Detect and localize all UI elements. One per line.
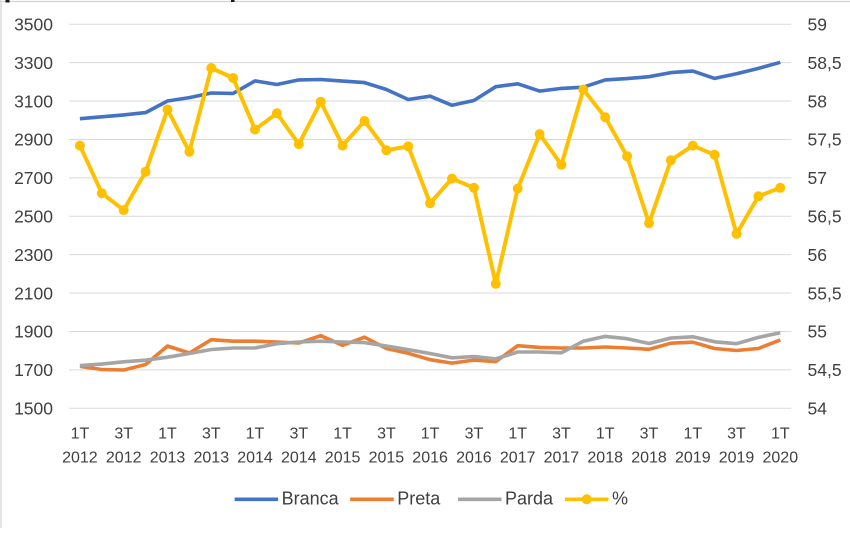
svg-text:2018: 2018 bbox=[587, 449, 623, 466]
svg-text:1T: 1T bbox=[508, 426, 527, 443]
svg-text:2020: 2020 bbox=[763, 449, 799, 466]
svg-text:%: % bbox=[612, 489, 628, 509]
svg-text:3100: 3100 bbox=[14, 91, 53, 111]
svg-text:2500: 2500 bbox=[14, 206, 53, 226]
svg-text:2100: 2100 bbox=[14, 283, 53, 303]
svg-text:59: 59 bbox=[808, 14, 827, 34]
svg-text:57,5: 57,5 bbox=[808, 130, 842, 150]
svg-text:57: 57 bbox=[808, 168, 827, 188]
svg-text:54,5: 54,5 bbox=[808, 360, 842, 380]
svg-text:2016: 2016 bbox=[456, 449, 492, 466]
svg-text:2017: 2017 bbox=[544, 449, 580, 466]
svg-text:55: 55 bbox=[808, 322, 827, 342]
svg-text:2017: 2017 bbox=[500, 449, 536, 466]
svg-text:3T: 3T bbox=[640, 426, 659, 443]
svg-text:2014: 2014 bbox=[237, 449, 273, 466]
svg-text:3300: 3300 bbox=[14, 53, 53, 73]
svg-text:54: 54 bbox=[808, 398, 828, 418]
svg-text:2015: 2015 bbox=[369, 449, 405, 466]
svg-text:1T: 1T bbox=[421, 426, 440, 443]
svg-text:1900: 1900 bbox=[14, 322, 53, 342]
svg-text:2012: 2012 bbox=[106, 449, 142, 466]
svg-text:1700: 1700 bbox=[14, 360, 53, 380]
svg-text:58,5: 58,5 bbox=[808, 53, 842, 73]
svg-text:3T: 3T bbox=[727, 426, 746, 443]
svg-text:2014: 2014 bbox=[281, 449, 317, 466]
svg-text:2019: 2019 bbox=[719, 449, 755, 466]
svg-text:2016: 2016 bbox=[412, 449, 448, 466]
svg-text:2012: 2012 bbox=[62, 449, 98, 466]
svg-text:1500: 1500 bbox=[14, 398, 53, 418]
svg-text:2018: 2018 bbox=[631, 449, 667, 466]
svg-text:2019: 2019 bbox=[675, 449, 711, 466]
svg-text:1T: 1T bbox=[596, 426, 615, 443]
svg-text:3T: 3T bbox=[202, 426, 221, 443]
svg-text:3T: 3T bbox=[552, 426, 571, 443]
svg-text:1T: 1T bbox=[71, 426, 90, 443]
svg-text:3T: 3T bbox=[465, 426, 484, 443]
svg-text:1T: 1T bbox=[246, 426, 265, 443]
svg-text:55,5: 55,5 bbox=[808, 283, 842, 303]
svg-text:3T: 3T bbox=[377, 426, 396, 443]
svg-text:2700: 2700 bbox=[14, 168, 53, 188]
svg-text:58: 58 bbox=[808, 91, 827, 111]
svg-text:2900: 2900 bbox=[14, 130, 53, 150]
svg-text:2300: 2300 bbox=[14, 245, 53, 265]
svg-text:1T: 1T bbox=[333, 426, 352, 443]
svg-text:56,5: 56,5 bbox=[808, 206, 842, 226]
svg-text:2013: 2013 bbox=[194, 449, 230, 466]
svg-text:3T: 3T bbox=[289, 426, 308, 443]
svg-text:1T: 1T bbox=[158, 426, 177, 443]
svg-text:3500: 3500 bbox=[14, 14, 53, 34]
svg-text:Preta: Preta bbox=[397, 489, 441, 509]
svg-text:Branca: Branca bbox=[282, 489, 340, 509]
svg-text:3T: 3T bbox=[114, 426, 133, 443]
svg-text:56: 56 bbox=[808, 245, 827, 265]
svg-text:2015: 2015 bbox=[325, 449, 361, 466]
svg-text:1T: 1T bbox=[771, 426, 790, 443]
svg-text:Parda: Parda bbox=[505, 489, 554, 509]
svg-text:2013: 2013 bbox=[150, 449, 186, 466]
svg-text:1T: 1T bbox=[683, 426, 702, 443]
